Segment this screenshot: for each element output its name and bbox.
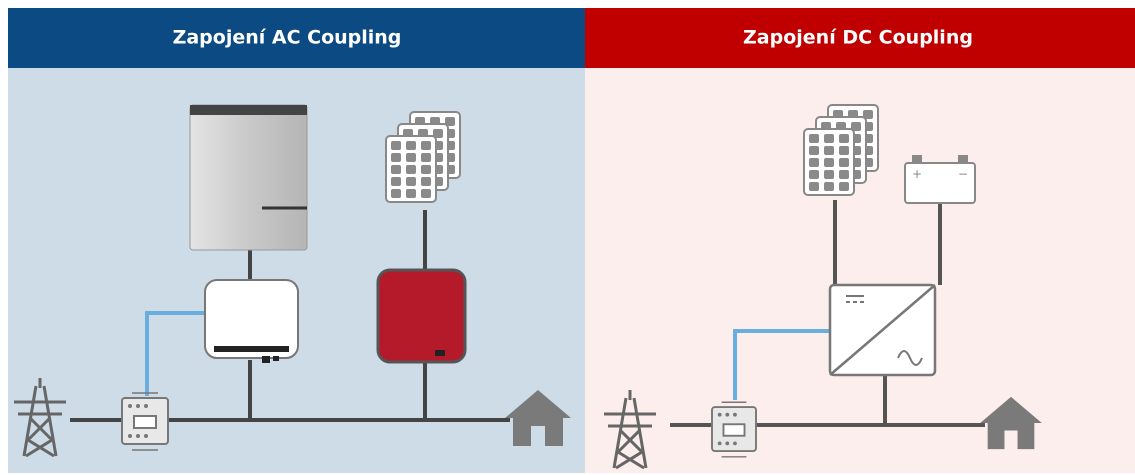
dc-inverter — [828, 283, 937, 377]
dc-wiring — [670, 200, 985, 427]
meter — [121, 392, 169, 451]
solar-panel — [385, 135, 437, 203]
header-ac — [8, 8, 585, 68]
title-ac: Zapojení AC Coupling — [173, 27, 402, 49]
svg-text:+: + — [912, 167, 922, 181]
pv-inverter — [376, 268, 467, 364]
svg-text:−: − — [958, 167, 968, 181]
title-dc: Zapojení DC Coupling — [743, 27, 973, 49]
battery-icon: + − — [904, 155, 976, 204]
meter — [711, 401, 757, 458]
dc-comm-line — [733, 329, 830, 400]
header-dc — [585, 8, 1135, 68]
battery — [189, 104, 308, 251]
hybrid-inverter — [204, 279, 299, 359]
solar-panel — [803, 128, 855, 196]
ac-comm-line — [145, 311, 205, 396]
